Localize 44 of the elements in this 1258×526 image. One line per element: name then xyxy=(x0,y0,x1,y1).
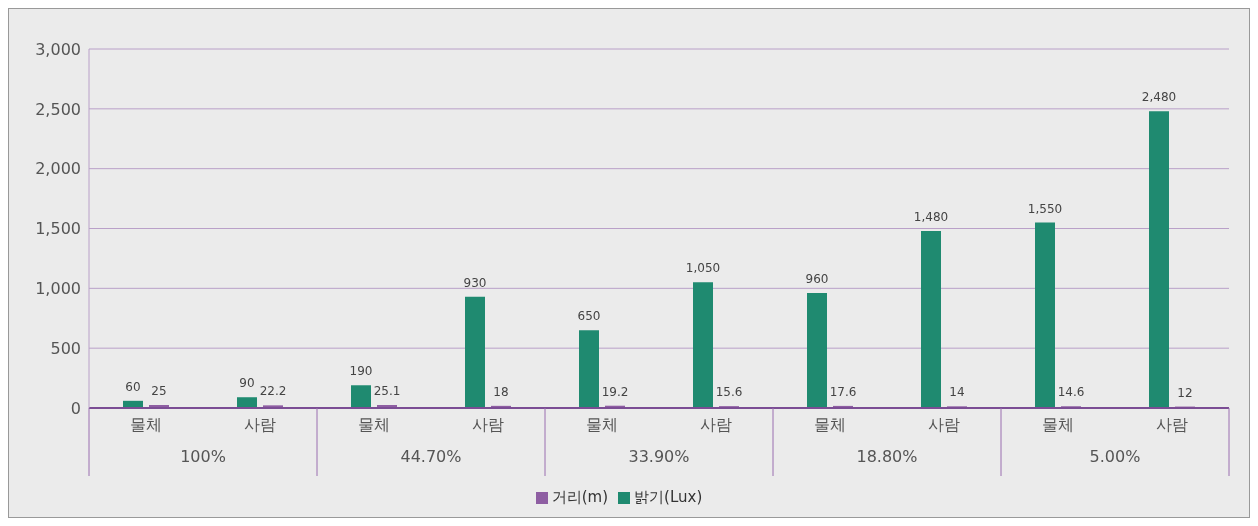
data-label: 15.6 xyxy=(715,385,743,400)
data-label: 12 xyxy=(1177,385,1193,400)
y-tick-label: 1,000 xyxy=(35,279,81,299)
data-label: 22.2 xyxy=(259,384,287,399)
y-tick-label: 3,000 xyxy=(35,39,81,59)
text: 100% xyxy=(180,447,226,466)
text: 18.80% xyxy=(856,447,918,466)
data-label: 17.6 xyxy=(829,384,857,399)
x-tick-label: 사람 xyxy=(472,415,504,434)
x-tick-label: 물체 xyxy=(130,415,162,434)
data-label: 650 xyxy=(577,309,601,324)
text: 5.00% xyxy=(1089,447,1141,466)
data-label: 2,480 xyxy=(1141,90,1177,105)
data-label: 1,550 xyxy=(1027,201,1063,216)
data-label: 190 xyxy=(349,364,373,379)
data-label: 25.1 xyxy=(373,384,401,398)
y-tick-label: 2,000 xyxy=(35,159,81,179)
data-label: 1,480 xyxy=(913,209,949,224)
text: 33.90% xyxy=(628,447,690,466)
data-label: 14 xyxy=(949,385,965,400)
x-tick-label: 물체 xyxy=(358,415,390,434)
x-tick-label: 사람 xyxy=(928,415,960,434)
x-tick-label: 사람 xyxy=(244,415,276,434)
x-tick-label: 물체 xyxy=(1042,415,1074,434)
data-label: 18 xyxy=(493,384,509,399)
y-tick-label: 2,500 xyxy=(35,99,81,119)
x-tick-label: 사람 xyxy=(700,415,732,434)
data-label: 19.2 xyxy=(601,384,629,399)
data-label: 90 xyxy=(239,376,255,391)
data-label: 960 xyxy=(805,272,829,287)
x-tick-label: 물체 xyxy=(814,415,846,434)
text: 44.70% xyxy=(400,447,462,466)
y-tick-label: 1,500 xyxy=(35,219,81,239)
x-tick-label: 사람 xyxy=(1156,415,1188,434)
y-tick-label: 500 xyxy=(50,338,81,358)
legend-label: 거리(m) xyxy=(551,488,609,506)
data-label: 930 xyxy=(463,275,487,290)
data-label: 25 xyxy=(151,384,167,399)
legend-label: 밝기(Lux) xyxy=(634,488,703,506)
x-tick-label: 물체 xyxy=(586,415,618,434)
y-tick-label: 0 xyxy=(70,398,81,418)
data-label: 1,050 xyxy=(685,261,721,276)
data-label: 14.6 xyxy=(1057,385,1085,400)
data-label: 60 xyxy=(125,379,141,394)
